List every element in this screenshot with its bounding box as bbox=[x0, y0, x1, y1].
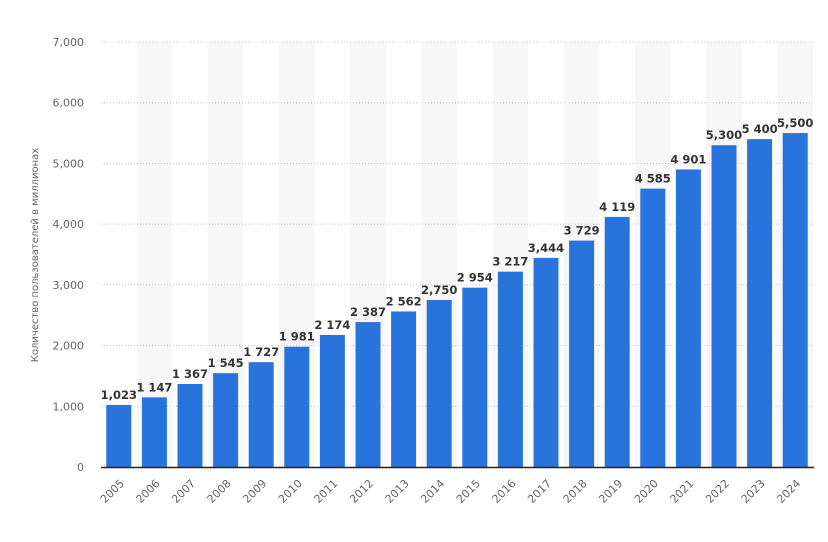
x-tick-label: 2015 bbox=[454, 477, 483, 506]
data-label: 1 367 bbox=[172, 367, 208, 381]
x-tick-label: 2020 bbox=[632, 477, 661, 506]
bar-2014[interactable] bbox=[426, 300, 452, 467]
bar-2009[interactable] bbox=[248, 362, 274, 467]
bar-2018[interactable] bbox=[569, 240, 595, 467]
x-tick-label: 2009 bbox=[240, 477, 269, 506]
x-tick-label: 2007 bbox=[169, 477, 198, 506]
bar-2015[interactable] bbox=[462, 287, 488, 467]
y-tick-label: 5,000 bbox=[53, 157, 85, 170]
x-tick-label: 2023 bbox=[739, 477, 768, 506]
data-label: 2 562 bbox=[386, 294, 422, 308]
bar-2021[interactable] bbox=[675, 169, 701, 468]
y-tick-label: 3,000 bbox=[53, 279, 85, 292]
data-label: 3 217 bbox=[492, 255, 528, 269]
bar-2020[interactable] bbox=[640, 188, 666, 467]
bar-2012[interactable] bbox=[355, 322, 381, 467]
y-tick-label: 2,000 bbox=[53, 340, 85, 353]
data-label: 2 387 bbox=[350, 305, 386, 319]
y-tick-label: 6,000 bbox=[53, 97, 85, 110]
y-tick-label: 4,000 bbox=[53, 218, 85, 231]
data-label: 1 545 bbox=[208, 356, 244, 370]
x-tick-label: 2024 bbox=[774, 477, 803, 506]
y-tick-label: 7,000 bbox=[53, 36, 85, 49]
bar-2007[interactable] bbox=[177, 384, 203, 467]
data-label: 4 585 bbox=[635, 172, 671, 186]
x-tick-label: 2010 bbox=[276, 477, 305, 506]
bar-2011[interactable] bbox=[319, 335, 345, 467]
x-tick-label: 2014 bbox=[418, 477, 447, 506]
x-tick-label: 2019 bbox=[596, 477, 625, 506]
x-tick-label: 2013 bbox=[383, 477, 412, 506]
bar-2008[interactable] bbox=[213, 373, 239, 467]
bar-2013[interactable] bbox=[391, 311, 417, 467]
x-tick-label: 2012 bbox=[347, 477, 376, 506]
y-tick-label: 1,000 bbox=[53, 400, 85, 413]
data-label: 5,500 bbox=[777, 116, 813, 130]
x-tick-label: 2005 bbox=[98, 477, 127, 506]
data-label: 1 981 bbox=[279, 330, 315, 344]
x-tick-label: 2018 bbox=[561, 477, 590, 506]
x-tick-label: 2006 bbox=[134, 477, 163, 506]
data-label: 4 901 bbox=[670, 152, 706, 166]
data-label: 5 400 bbox=[742, 122, 778, 136]
bar-2019[interactable] bbox=[604, 216, 630, 467]
x-tick-label: 2008 bbox=[205, 477, 234, 506]
column-stripe bbox=[136, 42, 173, 467]
data-label: 2,750 bbox=[421, 283, 457, 297]
bar-2010[interactable] bbox=[284, 346, 310, 467]
x-tick-label: 2017 bbox=[525, 477, 554, 506]
bar-2023[interactable] bbox=[747, 139, 773, 467]
y-tick-label: 0 bbox=[77, 461, 84, 474]
x-tick-label: 2011 bbox=[312, 477, 341, 506]
x-tick-label: 2016 bbox=[490, 477, 519, 506]
bar-2017[interactable] bbox=[533, 257, 559, 467]
data-label: 4 119 bbox=[599, 200, 635, 214]
data-label: 1 727 bbox=[243, 345, 279, 359]
data-label: 3 729 bbox=[564, 224, 600, 238]
y-axis-title: Количество пользователей в миллионах bbox=[30, 148, 41, 362]
bar-2006[interactable] bbox=[141, 397, 167, 467]
bar-2024[interactable] bbox=[782, 133, 808, 468]
bar-2022[interactable] bbox=[711, 145, 737, 467]
bar-2005[interactable] bbox=[106, 404, 132, 467]
data-label: 2 954 bbox=[457, 271, 493, 285]
data-label: 1,023 bbox=[101, 388, 137, 402]
data-label: 3,444 bbox=[528, 241, 564, 255]
x-tick-label: 2021 bbox=[668, 477, 697, 506]
x-tick-label: 2022 bbox=[703, 477, 732, 506]
data-label: 2 174 bbox=[314, 318, 350, 332]
bar-2016[interactable] bbox=[497, 271, 523, 467]
data-label: 1 147 bbox=[136, 380, 172, 394]
data-label: 5,300 bbox=[706, 128, 742, 142]
